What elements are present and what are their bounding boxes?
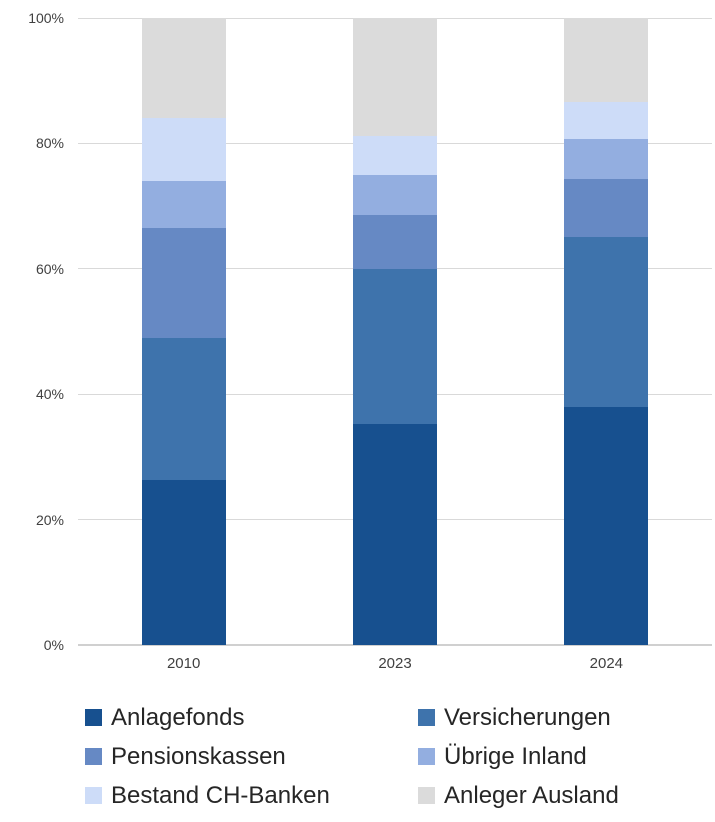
segment-pensionskassen-2024 [564,178,649,237]
segment-anlagefonds-2023 [353,424,437,645]
y-tick-label-60: 60% [35,260,64,277]
segment-bestand-ch-banken-2023 [353,135,437,175]
segment-anleger-ausland-2024 [564,18,649,103]
segment-uebrige-inland-2024 [564,139,649,179]
legend-label-versicherungen: Versicherungen [444,703,611,731]
legend-label-pensionskassen: Pensionskassen [111,742,286,770]
segment-uebrige-inland-2023 [353,174,437,215]
y-tick-label-80: 80% [35,135,64,152]
segment-versicherungen-2010 [141,337,226,481]
legend: Anlagefonds Versicherungen Pensionskassen Ü… [85,698,685,815]
bar-2023 [353,18,437,645]
segment-anleger-ausland-2010 [141,18,226,119]
segment-uebrige-inland-2010 [141,181,226,229]
segment-versicherungen-2023 [353,268,437,425]
legend-swatch-uebrige-inland [418,748,435,765]
legend-swatch-pensionskassen [85,748,102,765]
segment-versicherungen-2024 [564,236,649,408]
y-tick-label-100: 100% [28,10,64,26]
segment-pensionskassen-2010 [141,228,226,338]
segment-anleger-ausland-2023 [353,18,437,136]
bar-2010 [141,18,226,645]
y-tick-label-0: 0% [43,637,64,653]
legend-label-anlagefonds: Anlagefonds [111,703,245,731]
legend-item-anlagefonds: Anlagefonds [85,704,418,732]
y-tick-label-40: 40% [35,386,64,403]
x-tick-label-2023: 2023 [378,655,412,672]
plot-area: 0% 20% 40% 60% 80% 100% 2010 2023 2024 [28,10,712,672]
y-tick-label-20: 20% [35,511,64,528]
legend-swatch-versicherungen [418,709,435,726]
gridline-100 [78,17,712,19]
legend-item-pensionskassen: Pensionskassen [85,743,418,771]
legend-item-versicherungen: Versicherungen [418,704,685,732]
legend-label-uebrige-inland: Übrige Inland [444,742,587,770]
legend-swatch-bestand-ch-banken [85,787,102,804]
legend-label-bestand-ch-banken: Bestand CH-Banken [111,781,330,809]
gridline-0 [78,644,712,646]
x-tick-label-2010: 2010 [166,655,201,672]
legend-item-bestand-ch-banken: Bestand CH-Banken [85,782,418,810]
segment-bestand-ch-banken-2024 [564,102,649,140]
legend-item-uebrige-inland: Übrige Inland [418,743,685,771]
legend-swatch-anlagefonds [85,709,102,726]
legend-item-anleger-ausland: Anleger Ausland [418,782,685,810]
bar-2024 [564,18,649,645]
segment-anlagefonds-2010 [141,480,226,645]
legend-label-anleger-ausland: Anleger Ausland [444,781,619,809]
segment-anlagefonds-2024 [564,407,649,645]
segment-pensionskassen-2023 [353,214,437,269]
legend-swatch-anleger-ausland [418,787,435,804]
x-tick-label-2024: 2024 [589,655,624,672]
segment-bestand-ch-banken-2010 [141,118,226,182]
